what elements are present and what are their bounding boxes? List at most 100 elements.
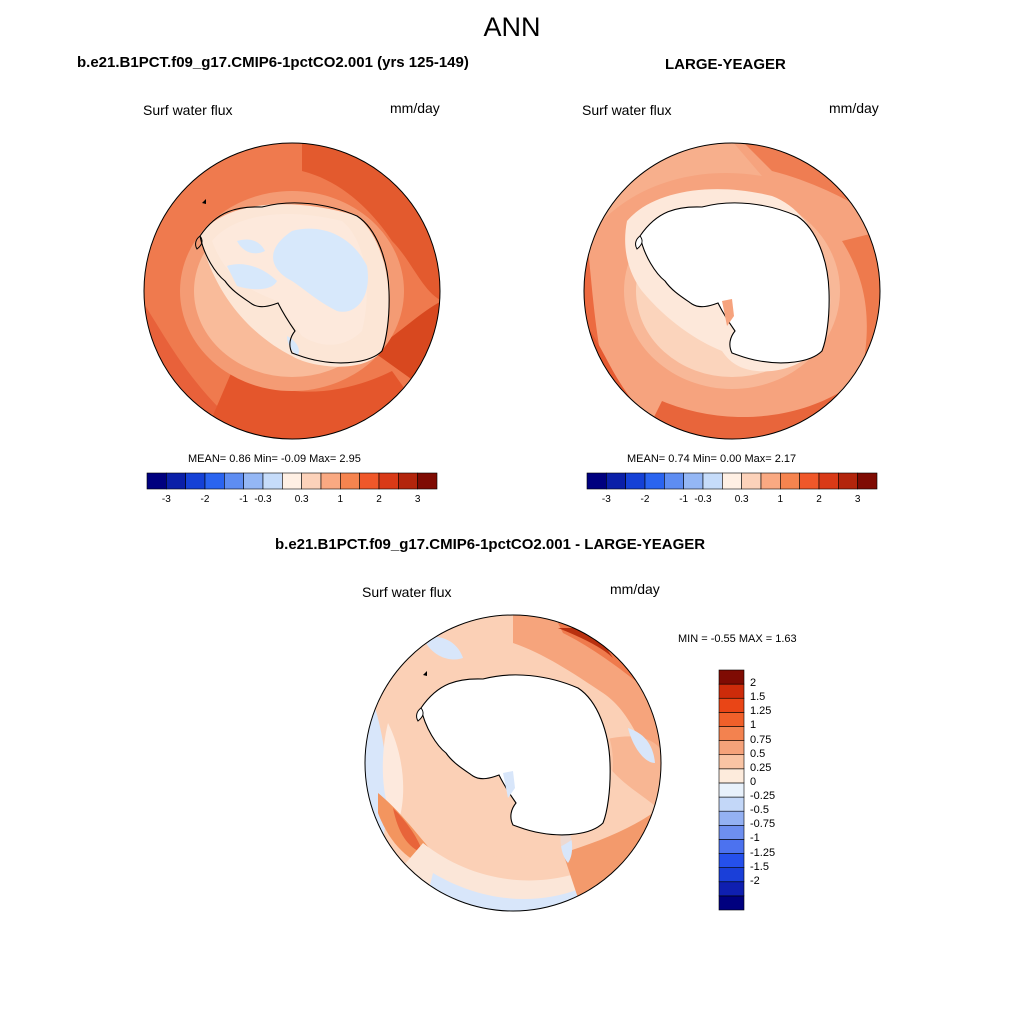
panel-2-variable-label: Surf water flux — [582, 102, 672, 118]
panel-2-min-label: Min= — [692, 453, 717, 465]
panel-3-colorbar-swatch — [718, 669, 745, 685]
panel-2-colorbar-swatch — [838, 472, 858, 490]
panel-1-colorbar-tick-label: -2 — [200, 494, 210, 505]
panel-2-colorbar-swatch — [644, 472, 665, 490]
panel-1-colorbar-tick-label: -0.3 — [254, 494, 272, 505]
panel-3-colorbar-tick-label: 0.75 — [750, 733, 772, 746]
panel-1-colorbar-swatch — [398, 472, 418, 490]
panel-3-max-label: MAX = — [738, 633, 773, 645]
panel-3-map — [364, 614, 662, 912]
panel-1-colorbar-tick-label: -1 — [239, 494, 249, 505]
panel-2-map — [583, 142, 881, 440]
panel-3-variable-label: Surf water flux — [362, 584, 452, 600]
panel-3-colorbar-tick-label: 1 — [750, 719, 757, 732]
panel-1-colorbar-swatch — [417, 472, 438, 490]
panel-1-colorbar-tick-label: -3 — [161, 494, 171, 505]
panel-2-colorbar-swatch — [664, 472, 684, 490]
panel-2-colorbar-swatch — [625, 472, 646, 490]
panel-2-max-value: 2.17 — [774, 453, 797, 465]
panel-3-colorbar-tick-label: -1 — [750, 832, 760, 845]
panel-1-colorbar-swatch — [185, 472, 206, 490]
panel-1-units-label: mm/day — [390, 100, 440, 116]
panel-1-colorbar-swatch — [359, 472, 380, 490]
panel-2-colorbar-tick-label: 0.3 — [734, 494, 749, 505]
panel-3-colorbar-tick-label: -0.75 — [750, 818, 776, 831]
panel-1-colorbar-tick-label: 3 — [414, 494, 421, 505]
panel-1-colorbar-ticks: -3 -2 -1 -0.3 0.3 1 2 3 — [147, 494, 437, 508]
panel-3-colorbar-swatch — [718, 839, 745, 854]
panel-1-mean-value: 0.86 — [229, 453, 251, 465]
panel-2-title: LARGE-YEAGER — [665, 56, 786, 73]
panel-1-colorbar-tick-label: 0.3 — [294, 494, 309, 505]
panel-3-colorbar-tick-label: -2 — [750, 874, 760, 887]
panel-1-colorbar-swatch — [340, 472, 360, 490]
panel-3-colorbar-swatch — [718, 895, 745, 911]
panel-3-colorbar-tick-label: 2 — [750, 677, 757, 690]
panel-3-colorbar-tick-label: 0.5 — [750, 747, 766, 760]
panel-2-colorbar-swatch — [683, 472, 704, 490]
panel-3-colorbar-swatch — [718, 683, 745, 699]
panel-2-colorbar-ticks: -3 -2 -1 -0.3 0.3 1 2 3 — [587, 494, 877, 508]
panel-1-variable-label: Surf water flux — [143, 102, 233, 118]
panel-3-colorbar-tick-label: 1.25 — [750, 705, 772, 718]
panel-2-colorbar-tick-label: 3 — [854, 494, 861, 505]
panel-3-colorbar-swatch — [718, 867, 745, 883]
panel-3-colorbar-swatch — [718, 853, 745, 868]
panel-2-colorbar-tick-label: -2 — [640, 494, 650, 505]
panel-3-min-value: -0.55 — [710, 633, 736, 645]
panel-1-min-label: Min= — [253, 453, 278, 465]
panel-3-colorbar-swatch — [718, 824, 745, 840]
panel-3-colorbar-tick-label: -0.25 — [750, 790, 776, 803]
panel-3-colorbar-ticks: 2 1.5 1.25 1 0.75 0.5 0.25 0 -0.25 -0.5 -0.75 -1 -1.… — [750, 670, 810, 910]
panel-3-colorbar-swatch — [718, 782, 745, 798]
panel-2-colorbar-tick-label: -3 — [601, 494, 611, 505]
panel-1-max-value: 2.95 — [339, 453, 361, 465]
panel-3-units-label: mm/day — [610, 581, 660, 597]
panel-3-title: b.e21.B1PCT.f09_g17.CMIP6-1pctCO2.001 - … — [275, 536, 706, 553]
panel-1-colorbar-swatch — [146, 472, 167, 490]
panel-3-colorbar-tick-label: 0.25 — [750, 761, 772, 774]
panel-3-colorbar-swatch — [718, 796, 745, 812]
panel-3-colorbar-swatch — [718, 712, 745, 727]
panel-2-colorbar-swatch — [741, 472, 762, 490]
panel-3-colorbar-swatch — [718, 697, 745, 713]
panel-3-colorbar-tick-label: -0.5 — [750, 804, 769, 817]
panel-1-colorbar — [146, 472, 438, 490]
panel-1-max-label: Max= — [309, 453, 337, 465]
panel-2-colorbar-swatch — [780, 472, 800, 490]
panel-2-colorbar-swatch — [760, 472, 781, 490]
panel-1-colorbar-swatch — [282, 472, 302, 490]
panel-1-colorbar-swatch — [301, 472, 322, 490]
panel-3-colorbar-tick-label: -1.5 — [750, 860, 769, 873]
panel-3-colorbar — [718, 669, 745, 911]
panel-2-colorbar-swatch — [818, 472, 839, 490]
panel-3-colorbar-swatch — [718, 768, 745, 784]
panel-1-colorbar-swatch — [243, 472, 264, 490]
panel-1-colorbar-tick-label: 1 — [337, 494, 344, 505]
panel-2-colorbar-swatch — [702, 472, 723, 490]
panel-2-colorbar-swatch — [722, 472, 742, 490]
panel-1-stats: MEAN= 0.86 Min= -0.09 Max= 2.95 — [188, 453, 361, 465]
panel-1-min-value: -0.09 — [280, 453, 307, 465]
panel-1-colorbar-swatch — [166, 472, 186, 490]
panel-1-colorbar-swatch — [262, 472, 283, 490]
figure-title: ANN — [483, 12, 541, 42]
panel-2-max-label: Max= — [744, 453, 772, 465]
panel-3-max-value: 1.63 — [775, 633, 797, 645]
panel-2-colorbar-tick-label: -0.3 — [694, 494, 712, 505]
panel-2-stats: MEAN= 0.74 Min= 0.00 Max= 2.17 — [627, 453, 796, 465]
panel-3-colorbar-swatch — [718, 810, 745, 826]
panel-2-colorbar-tick-label: -1 — [679, 494, 689, 505]
panel-2-mean-value: 0.74 — [668, 453, 690, 465]
panel-2-units-label: mm/day — [829, 100, 879, 116]
panel-2-colorbar-tick-label: 2 — [816, 494, 822, 505]
panel-2-mean-label: MEAN= — [627, 453, 666, 465]
panel-3-colorbar-tick-label: -1.25 — [750, 846, 776, 859]
panel-1-colorbar-tick-label: 2 — [376, 494, 382, 505]
panel-1-colorbar-swatch — [378, 472, 399, 490]
panel-1-colorbar-swatch — [224, 472, 244, 490]
panel-1-mean-label: MEAN= — [188, 453, 227, 465]
panel-1-colorbar-swatch — [320, 472, 341, 490]
panel-3-colorbar-swatch — [718, 726, 745, 741]
panel-1-colorbar-swatch — [204, 472, 225, 490]
